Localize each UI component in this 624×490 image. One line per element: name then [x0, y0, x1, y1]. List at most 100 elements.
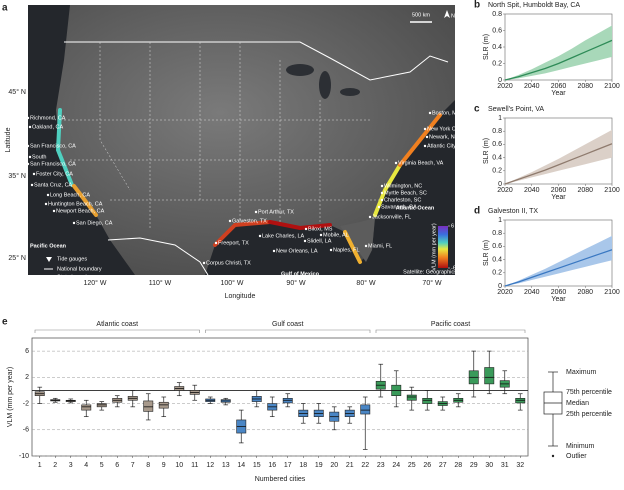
colorbar-title: VLM (mm per year) [431, 223, 437, 271]
group-label: Atlantic coast [96, 321, 138, 328]
x-tick-label: 14 [237, 462, 245, 469]
place-label: Mobile, AL [323, 232, 349, 238]
axis-title: Latitude [5, 127, 12, 152]
x-tick-label: 32 [516, 462, 524, 469]
tide-gauge [428, 111, 432, 115]
x-tick-label: 2020 [497, 187, 513, 194]
place-label: Biloxi, MS [308, 226, 333, 232]
x-tick-label: 2040 [524, 289, 540, 296]
tide-gauge [329, 248, 333, 252]
pacific [28, 5, 135, 275]
place-label: Miami, FL [368, 243, 392, 249]
y-axis-title: SLR (m) [483, 34, 490, 60]
tide-gauge [26, 116, 30, 120]
x-tick-label: 24 [392, 462, 400, 469]
credit: Satellite: Geographics [403, 269, 457, 275]
place-label: Virginia Beach, VA [398, 160, 444, 166]
y-tick-label: 0.8 [492, 11, 502, 18]
tide-gauge [28, 155, 32, 159]
tide-gauge [46, 193, 50, 197]
panel-label: d [474, 206, 480, 217]
tide-gauge [254, 210, 258, 214]
place-label: Boston, MA [432, 110, 461, 116]
place-label: San Francisco, CA [30, 161, 76, 167]
x-tick-label: 15 [253, 462, 261, 469]
y-tick-label: -6 [23, 427, 29, 434]
tide-gauge [380, 191, 384, 195]
x-tick-label: 8 [146, 462, 150, 469]
uncertainty-band [505, 129, 612, 184]
legend-label: State boundary [57, 274, 95, 280]
x-tick-label: 11 [191, 462, 198, 469]
panel-label: b [474, 0, 480, 11]
atlantic-gulf [205, 100, 455, 275]
y-tick-label: 0 [498, 283, 502, 290]
x-tick-label: 4 [84, 462, 88, 469]
plot-frame [31, 337, 529, 457]
place-label: Wilmington, NC [384, 183, 422, 189]
x-tick-label: 12 [206, 462, 214, 469]
y-axis-title: SLR (m) [483, 240, 490, 266]
x-axis-title: Year [551, 296, 566, 303]
y-tick-label: 0.6 [492, 27, 502, 34]
x-tick-label: 20 [330, 462, 338, 469]
place-label: Charleston, SC [384, 197, 421, 203]
tide-gauge [304, 227, 308, 231]
lon-label: 70° W [422, 279, 442, 287]
y-tick-label: 0.2 [492, 168, 502, 175]
map-legend-keys [44, 257, 53, 278]
x-axis-title: Year [551, 194, 566, 201]
tide-gauge [377, 205, 381, 209]
x-tick-label: 9 [162, 462, 166, 469]
lake [340, 88, 360, 96]
group-bracket [205, 329, 371, 333]
x-tick-label: 6 [115, 462, 119, 469]
x-tick-label: 2060 [551, 289, 567, 296]
lat-label: 45° N [8, 88, 26, 96]
x-tick-label: 3 [69, 462, 73, 469]
place-label: Freeport, TX [218, 240, 249, 246]
tide-gauge [380, 198, 384, 202]
key-label: Median [566, 400, 589, 407]
x-tick-label: 2020 [497, 289, 513, 296]
group-label: Gulf coast [272, 321, 304, 328]
y-tick-label: 0.4 [492, 154, 502, 161]
x-tick-label: 2060 [551, 187, 567, 194]
state-boundaries [60, 42, 390, 230]
x-tick-label: 19 [315, 462, 323, 469]
tide-gauge [214, 241, 218, 245]
group-bracket [34, 329, 200, 333]
box [422, 398, 433, 404]
x-tick-label: 2040 [524, 187, 540, 194]
x-tick-label: 28 [454, 462, 462, 469]
y-tick-label: 0 [498, 77, 502, 84]
place-label: Foster City, CA [36, 171, 73, 177]
place-label: New York City, NY [427, 126, 472, 132]
key-label: 25th percentile [566, 411, 612, 418]
chart-title: Galveston II, TX [488, 208, 538, 215]
key-outlier [551, 454, 555, 458]
place-label: South [32, 154, 46, 160]
place-label: Naples, FL [333, 247, 360, 253]
place-label: Newark, NJ [429, 134, 458, 140]
y-tick-label: 1 [498, 217, 502, 224]
y-tick-label: 0 [498, 181, 502, 188]
colorbar [438, 226, 448, 268]
x-tick-label: 2100 [604, 83, 620, 90]
tide-gauge [228, 219, 232, 223]
y-tick-label: 0.4 [492, 256, 502, 263]
box [360, 404, 371, 415]
x-tick-label: 27 [439, 462, 447, 469]
tide-gauge [272, 249, 276, 253]
y-axis-title: VLM (mm per year) [7, 367, 14, 427]
x-tick-label: 16 [268, 462, 276, 469]
tide-gauge [303, 239, 307, 243]
y-tick-label: 2 [25, 374, 29, 381]
tide-gauge [44, 202, 48, 206]
place-label: Richmond, CA [30, 115, 66, 121]
x-tick-label: 21 [346, 462, 354, 469]
panel-label: e [2, 317, 8, 328]
place-label: Corpus Christi, TX [206, 260, 251, 266]
tide-gauge [423, 127, 427, 131]
